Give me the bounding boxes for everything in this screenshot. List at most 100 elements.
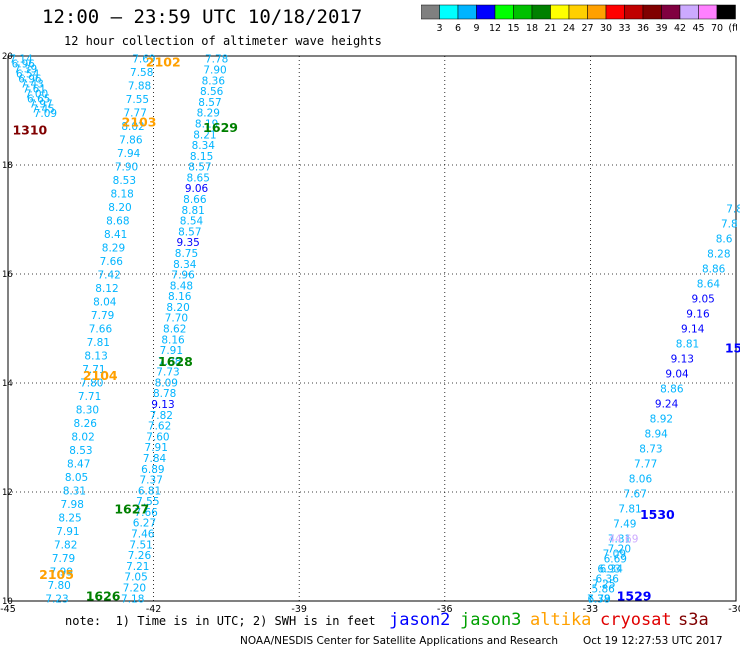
wave-height-value: 7.79 xyxy=(52,553,75,565)
wave-height-value: 8.6 xyxy=(716,234,733,246)
wave-height-value: 8.41 xyxy=(104,229,127,241)
color-scale-label: 12 xyxy=(489,23,501,34)
wave-height-value: 8.81 xyxy=(676,338,699,350)
wave-height-value: 7.96 xyxy=(171,270,195,282)
wave-height-value: 8.66 xyxy=(183,194,207,206)
wave-height-value: 8.34 xyxy=(192,140,216,152)
wave-height-value: 7.39 xyxy=(14,64,37,76)
latitude-tick-label: 18 xyxy=(2,161,13,171)
wave-height-value: 8.06 xyxy=(629,473,653,485)
wave-height-value: 7.8 xyxy=(726,204,740,216)
wave-height-value: 7.79 xyxy=(91,310,114,322)
pass-time-label: 15 xyxy=(725,341,740,356)
wave-height-value: 8.53 xyxy=(69,445,92,457)
wave-height-value: 6.96 xyxy=(12,59,36,71)
units-note: note: 1) Time is in UTC; 2) SWH is in fe… xyxy=(65,614,376,628)
wave-height-value: 7.73 xyxy=(156,367,179,379)
wave-height-value: 9.13 xyxy=(671,353,694,365)
wave-height-value: 8.34 xyxy=(173,259,197,271)
wave-height-value: 7.80 xyxy=(47,580,70,592)
wave-height-value: 7.71 xyxy=(78,391,101,403)
wave-height-value: 8.18 xyxy=(110,189,133,201)
wave-height-value: 6.89 xyxy=(141,464,164,476)
wave-height-value: 7.43 xyxy=(20,78,43,90)
longitude-tick-label: -39 xyxy=(291,604,307,615)
wave-height-value: 8.25 xyxy=(58,512,81,524)
wave-height-value: 8.54 xyxy=(180,216,204,228)
color-scale-label: 18 xyxy=(526,23,538,34)
wave-height-value: 8.57 xyxy=(198,97,221,109)
latitude-tick-label: 16 xyxy=(2,270,13,280)
page-title: 12:00 – 23:59 UTC 10/18/2017 xyxy=(42,6,363,28)
wave-height-value: 8.86 xyxy=(660,383,684,395)
wave-height-value: 9.13 xyxy=(151,399,174,411)
wave-height-value: 7.00 xyxy=(25,88,48,100)
wave-height-value: 7.77 xyxy=(634,458,657,470)
wave-height-value: 7.91 xyxy=(160,345,183,357)
color-swatch xyxy=(716,4,736,20)
wave-height-value: 7.26 xyxy=(128,550,152,562)
wave-height-value: 6.96 xyxy=(18,74,42,86)
wave-height-value: 8.75 xyxy=(175,248,198,260)
wave-height-value: 8.53 xyxy=(113,175,136,187)
wave-height-value: 8.05 xyxy=(65,472,88,484)
wave-height-value: 8.04 xyxy=(93,297,117,309)
wave-height-value: 7.18 xyxy=(121,593,144,605)
wave-height-value: 7.97 xyxy=(29,98,52,110)
wave-height-value: 7.60 xyxy=(146,431,169,443)
wave-height-value: 8.31 xyxy=(63,485,86,497)
wave-height-value: 8.30 xyxy=(76,404,99,416)
wave-height-value: 7.82 xyxy=(54,539,77,551)
wave-height-value: 7.86 xyxy=(119,135,143,147)
color-scale-label: 6 xyxy=(455,23,461,34)
wave-height-value: 8.19 xyxy=(195,118,218,130)
wave-height-value: 7.14 xyxy=(9,54,33,66)
legend-altika: altika xyxy=(530,610,592,630)
color-scale-label: 39 xyxy=(655,23,667,34)
wave-height-value: 7.71 xyxy=(82,364,105,376)
longitude-tick-label: -36 xyxy=(437,604,453,615)
wave-height-value: 7.51 xyxy=(129,539,152,551)
wave-height-value: 8.47 xyxy=(67,458,90,470)
wave-height-value: 8.09 xyxy=(155,377,178,389)
wave-height-value: 7.81 xyxy=(87,337,110,349)
wave-height-value: 8.92 xyxy=(650,413,673,425)
wave-height-value: 8.28 xyxy=(707,249,730,261)
footer-timestamp: Oct 19 12:27:53 UTC 2017 xyxy=(583,635,723,647)
wave-height-value: 8.73 xyxy=(639,443,662,455)
wave-height-value: 6.34 xyxy=(600,563,624,575)
wave-height-value: 7.69 xyxy=(132,54,155,66)
wave-height-value: 5.86 xyxy=(591,583,615,595)
wave-height-value: 7.67 xyxy=(624,488,647,500)
wave-height-value: 7.82 xyxy=(150,410,173,422)
wave-height-value: 8.20 xyxy=(166,302,189,314)
wave-height-value: 7.70 xyxy=(165,313,188,325)
color-scale-label: 15 xyxy=(507,23,519,34)
wave-height-value: 7.84 xyxy=(143,453,167,465)
color-scale-label: 21 xyxy=(544,23,556,34)
wave-height-value: 6.36 xyxy=(596,573,620,585)
pass-time-label: 1628 xyxy=(158,354,193,369)
wave-height-value: 9.24 xyxy=(655,398,679,410)
wave-height-value: 7.49 xyxy=(613,518,636,530)
wave-height-value: 7.80 xyxy=(80,377,103,389)
wave-height-value: 8.26 xyxy=(74,418,98,430)
legend-cryosat: cryosat xyxy=(600,610,672,630)
wave-height-value: 9.14 xyxy=(681,324,705,336)
wave-height-value: 44.69 xyxy=(608,533,638,545)
wave-height-value: 7.78 xyxy=(205,54,228,66)
wave-height-value: 7.42 xyxy=(97,270,120,282)
wave-height-value: 8.65 xyxy=(187,172,210,184)
wave-height-value: 8.29 xyxy=(102,243,125,255)
wave-height-value: 7.66 xyxy=(134,507,158,519)
wave-height-value: 8.78 xyxy=(153,388,176,400)
pass-time-label: 1310 xyxy=(12,123,47,138)
wave-height-value: 7.05 xyxy=(124,572,147,584)
pass-time-label: 2103 xyxy=(122,114,157,129)
wave-height-value: 7.94 xyxy=(117,148,141,160)
wave-height-value: 7.46 xyxy=(131,529,155,541)
wave-height-value: 7.25 xyxy=(592,578,615,590)
wave-height-value: 7.66 xyxy=(89,324,113,336)
wave-height-value: 8.21 xyxy=(193,129,216,141)
page-subtitle: 12 hour collection of altimeter wave hei… xyxy=(64,34,382,48)
